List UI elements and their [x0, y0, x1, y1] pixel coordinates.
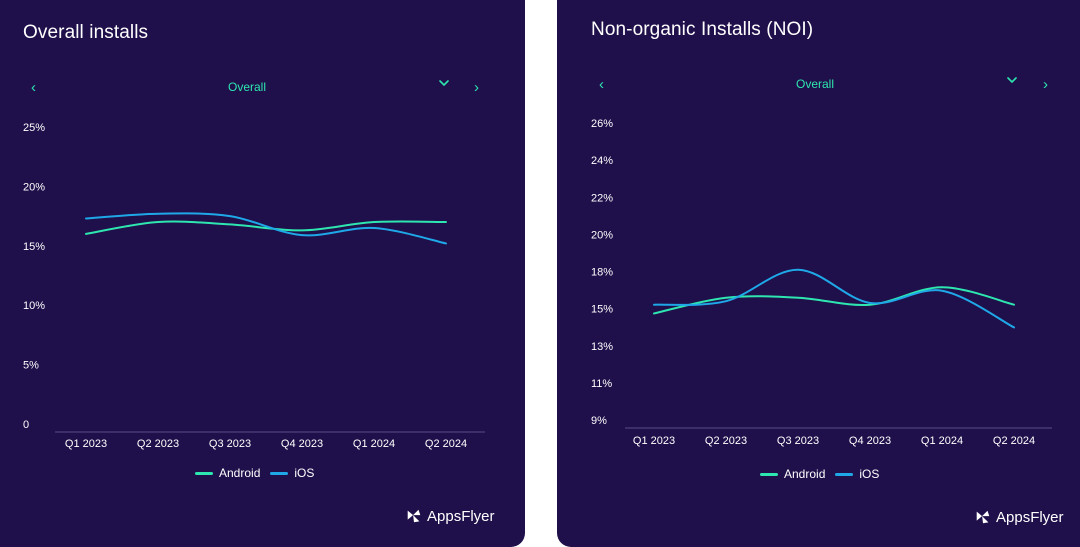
x-tick-label: Q3 2023: [777, 435, 819, 447]
android-swatch: [195, 471, 213, 475]
legend-label-ios: iOS: [294, 466, 315, 480]
chevron-right-icon[interactable]: ›: [474, 79, 479, 96]
y-tick-label: 5%: [23, 360, 39, 372]
chart-legend: Android iOS: [195, 466, 314, 480]
x-tick-label: Q1 2024: [353, 438, 395, 450]
ios-swatch: [270, 471, 289, 475]
y-tick-label: 13%: [591, 341, 613, 353]
x-tick-label: Q4 2023: [281, 438, 323, 450]
brand-name: AppsFlyer: [427, 507, 495, 525]
noi-chart: 9% 11% 13% 15% 18% 20% 22% 24% 26% Q1 2023 Q2 2023…: [591, 118, 1052, 447]
chevron-left-icon[interactable]: ‹: [31, 79, 36, 96]
legend-item-android: Android: [195, 466, 260, 480]
ios-swatch: [835, 472, 854, 476]
x-tick-label: Q2 2023: [137, 438, 179, 450]
x-tick-label: Q2 2024: [993, 435, 1035, 447]
legend-label-ios: iOS: [859, 467, 880, 481]
legend-label-android: Android: [219, 466, 261, 480]
series-line-ios: [653, 268, 1015, 329]
x-tick-label: Q1 2024: [921, 435, 963, 447]
android-swatch: [760, 472, 778, 476]
series-line-android: [85, 220, 447, 235]
noi-panel: Non-organic Installs (NOI) ‹ Overall › 9…: [557, 0, 1080, 547]
y-tick-label: 11%: [591, 378, 612, 390]
overall-installs-panel: Overall installs ‹ Overall › 0 5% 10% 15% 20…: [0, 0, 525, 547]
legend-item-ios: iOS: [835, 467, 879, 481]
y-tick-label: 26%: [591, 118, 613, 130]
y-tick-label: 9%: [591, 415, 607, 427]
series-line-ios: [85, 212, 447, 245]
y-tick-label: 0: [23, 419, 29, 431]
chevron-down-icon[interactable]: [1006, 74, 1018, 89]
y-tick-label: 10%: [23, 300, 45, 312]
y-tick-label: 15%: [591, 304, 613, 316]
panel-title: Overall installs: [23, 22, 149, 43]
appsflyer-brand: AppsFlyer: [405, 507, 495, 525]
chart-legend: Android iOS: [760, 467, 879, 481]
chevron-left-icon[interactable]: ‹: [599, 76, 604, 93]
segment-selector-label[interactable]: Overall: [227, 80, 267, 94]
y-tick-label: 20%: [23, 181, 45, 193]
y-tick-label: 25%: [23, 122, 45, 134]
legend-label-android: Android: [784, 467, 826, 481]
y-tick-label: 22%: [591, 192, 613, 204]
x-tick-label: Q3 2023: [209, 438, 251, 450]
x-tick-label: Q4 2023: [849, 435, 891, 447]
legend-item-android: Android: [760, 467, 825, 481]
segment-selector-label[interactable]: Overall: [795, 77, 835, 91]
appsflyer-logo-icon: [976, 510, 990, 524]
y-tick-label: 18%: [591, 267, 613, 279]
x-tick-label: Q1 2023: [65, 438, 107, 450]
appsflyer-logo-icon: [407, 509, 421, 523]
y-tick-label: 15%: [23, 241, 45, 253]
appsflyer-brand: AppsFlyer: [974, 508, 1064, 526]
x-tick-label: Q2 2023: [705, 435, 747, 447]
chevron-down-icon[interactable]: [438, 77, 450, 92]
panel-title: Non-organic Installs (NOI): [591, 19, 814, 40]
brand-name: AppsFlyer: [996, 508, 1064, 526]
y-tick-label: 24%: [591, 155, 613, 167]
chevron-right-icon[interactable]: ›: [1043, 76, 1048, 93]
x-tick-label: Q1 2023: [633, 435, 675, 447]
overall-installs-chart: 0 5% 10% 15% 20% 25% Q1 2023 Q2 2023 Q3 2023 Q4 2…: [23, 122, 485, 450]
x-tick-label: Q2 2024: [425, 438, 467, 450]
series-line-android: [653, 286, 1015, 315]
y-tick-label: 20%: [591, 229, 613, 241]
legend-item-ios: iOS: [270, 466, 314, 480]
